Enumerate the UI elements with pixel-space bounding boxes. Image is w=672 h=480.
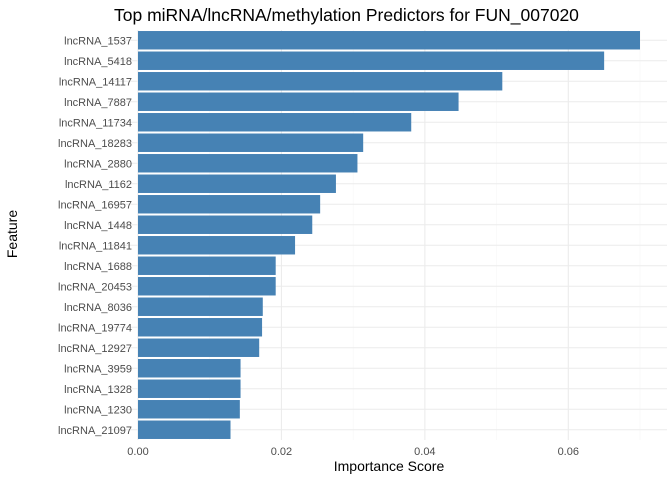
y-tick-label: lncRNA_21097 bbox=[58, 425, 132, 437]
x-tick-label: 0.00 bbox=[127, 446, 148, 458]
chart-title: Top miRNA/lncRNA/methylation Predictors … bbox=[114, 5, 579, 26]
y-axis-title: Feature bbox=[4, 210, 20, 258]
x-axis-title: Importance Score bbox=[334, 458, 445, 474]
bar bbox=[138, 256, 276, 275]
bar bbox=[138, 297, 263, 316]
y-tick-labels: lncRNA_1537 lncRNA_5418 lncRNA_14117 lncRNA… bbox=[58, 35, 132, 437]
bars bbox=[138, 31, 640, 439]
x-tick-labels: 0.00 0.02 0.04 0.06 bbox=[127, 446, 579, 458]
bar bbox=[138, 379, 241, 398]
bar bbox=[138, 174, 336, 193]
y-tick-label: lncRNA_1328 bbox=[64, 384, 132, 396]
y-tick-label: lncRNA_5418 bbox=[64, 56, 132, 68]
bar bbox=[138, 277, 276, 296]
y-tick-label: lncRNA_14117 bbox=[59, 76, 132, 88]
y-tick-label: lncRNA_1230 bbox=[64, 404, 132, 416]
y-tick-label: lncRNA_1537 bbox=[64, 35, 132, 47]
x-tick-label: 0.02 bbox=[271, 446, 292, 458]
bar bbox=[138, 92, 459, 111]
bar bbox=[138, 51, 605, 70]
y-tick-label: lncRNA_1448 bbox=[64, 220, 132, 232]
y-tick-label: lncRNA_11841 bbox=[59, 240, 132, 252]
bar bbox=[138, 338, 260, 357]
bar bbox=[138, 420, 231, 439]
y-tick-label: lncRNA_18283 bbox=[58, 138, 132, 150]
bar bbox=[138, 400, 240, 419]
bar bbox=[138, 195, 321, 214]
bar bbox=[138, 359, 241, 378]
y-tick-label: lncRNA_16957 bbox=[58, 199, 132, 211]
y-tick-label: lncRNA_8036 bbox=[64, 302, 132, 314]
bar bbox=[138, 318, 263, 337]
bar bbox=[138, 133, 364, 152]
bar bbox=[138, 215, 313, 234]
y-tick-label: lncRNA_7887 bbox=[64, 97, 132, 109]
bar bbox=[138, 236, 296, 255]
y-tick-label: lncRNA_3959 bbox=[64, 363, 132, 375]
bar bbox=[138, 113, 412, 132]
grid bbox=[108, 30, 667, 440]
y-tick-label: lncRNA_20453 bbox=[58, 281, 132, 293]
y-tick-label: lncRNA_1688 bbox=[64, 261, 132, 273]
bar bbox=[138, 72, 503, 91]
bar bbox=[138, 31, 640, 50]
y-tick-label: lncRNA_12927 bbox=[58, 343, 132, 355]
y-tick-label: lncRNA_19774 bbox=[58, 322, 132, 334]
bar bbox=[138, 154, 358, 173]
y-tick-label: lncRNA_11734 bbox=[59, 117, 132, 129]
x-tick-label: 0.06 bbox=[558, 446, 579, 458]
x-tick-label: 0.04 bbox=[414, 446, 435, 458]
y-tick-label: lncRNA_1162 bbox=[65, 179, 132, 191]
y-tick-label: lncRNA_2880 bbox=[64, 158, 132, 170]
